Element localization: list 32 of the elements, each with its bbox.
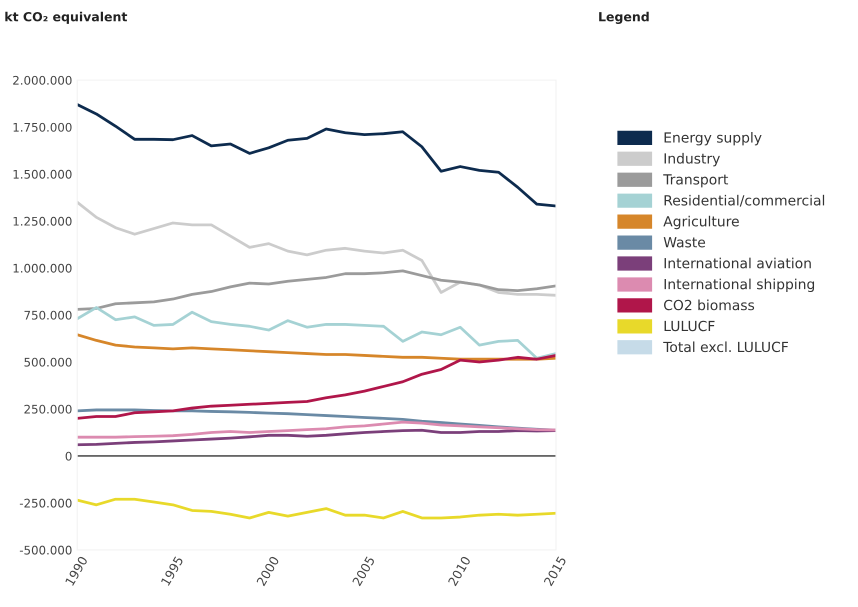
- y-tick-label: 1.750.000: [14, 122, 72, 132]
- legend-label: Residential/commercial: [664, 194, 824, 207]
- line-series: [77, 498, 556, 520]
- legend-label: International aviation: [664, 258, 811, 268]
- y-tick-label: -250.000: [20, 498, 72, 508]
- y-tick-label: 2.000.000: [13, 76, 72, 85]
- y-tick-label: 0: [66, 452, 72, 461]
- line-series: [77, 306, 556, 360]
- legend-label: LULUCF: [664, 320, 715, 332]
- legend-label: Industry: [664, 152, 720, 166]
- line-series: [77, 428, 556, 446]
- legend-label: Transport: [663, 174, 728, 188]
- y-tick-label: 750.000: [24, 310, 72, 320]
- line-series: [77, 269, 556, 311]
- line-series: [77, 103, 556, 208]
- legend-label: Agriculture: [663, 216, 739, 230]
- line-series: [77, 354, 556, 420]
- y-tick-label: -500.000: [20, 546, 72, 555]
- y-axis-title: kt CO₂ equivalent: [5, 12, 128, 24]
- y-tick-label: 1.250.000: [14, 216, 72, 226]
- line-series: [77, 200, 556, 297]
- legend-label: CO2 biomass: [664, 300, 754, 310]
- line-series: [77, 420, 556, 439]
- y-tick-label: 250.000: [24, 404, 72, 414]
- y-tick-label: 500.000: [24, 358, 72, 367]
- legend-label: Total excl. LULUCF: [663, 341, 788, 352]
- y-tick-label: 1.500.000: [14, 170, 72, 179]
- legend-label: International shipping: [664, 278, 814, 292]
- legend-label: Waste: [664, 237, 706, 248]
- legend-label: Energy supply: [664, 132, 762, 146]
- legend-title: Legend: [599, 12, 649, 24]
- y-tick-label: 1.000.000: [14, 264, 72, 273]
